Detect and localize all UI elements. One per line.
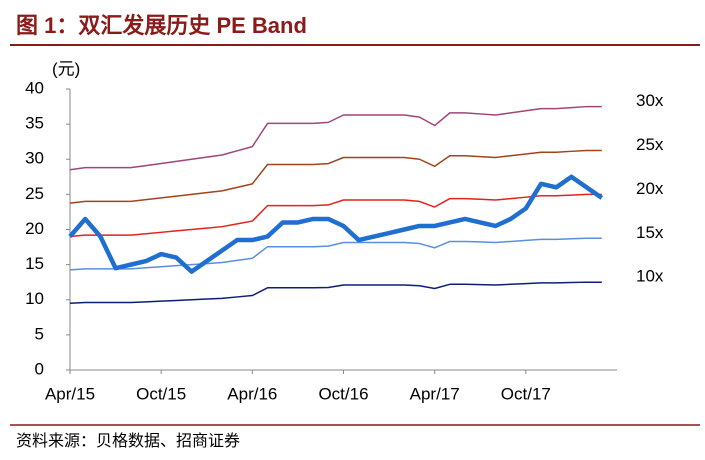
y-tick-label: 25 [25, 184, 44, 203]
band-line [69, 281, 602, 305]
band-line [69, 105, 602, 171]
series-label: 25x [636, 135, 664, 154]
y-tick-label: 15 [25, 254, 44, 273]
x-tick-label: Apr/17 [410, 384, 460, 403]
price-line [68, 174, 604, 274]
series-label: 15x [636, 223, 664, 242]
x-tick-label: Oct/15 [136, 384, 186, 403]
series-label: 30x [636, 91, 664, 110]
x-tick-label: Oct/16 [318, 384, 368, 403]
chart-title: 图 1：双汇发展历史 PE Band [16, 13, 307, 38]
x-tick-label: Oct/17 [501, 384, 551, 403]
band-line [69, 237, 602, 271]
band-line [69, 193, 602, 238]
source: 资料来源：贝格数据、招商证券 [16, 432, 240, 450]
y-tick-label: 5 [35, 324, 44, 343]
x-tick-label: Apr/15 [45, 384, 95, 403]
y-tick-label: 10 [25, 289, 44, 308]
y-tick-label: 0 [35, 359, 44, 378]
y-tick-label: 30 [25, 149, 44, 168]
y-axis-label: (元) [52, 59, 80, 78]
series-label: 10x [636, 267, 664, 286]
y-tick-label: 40 [25, 78, 44, 97]
y-tick-label: 35 [25, 114, 44, 133]
series-label: 20x [636, 179, 664, 198]
x-tick-label: Apr/16 [227, 384, 277, 403]
y-tick-label: 20 [25, 219, 44, 238]
band-line [69, 149, 602, 204]
